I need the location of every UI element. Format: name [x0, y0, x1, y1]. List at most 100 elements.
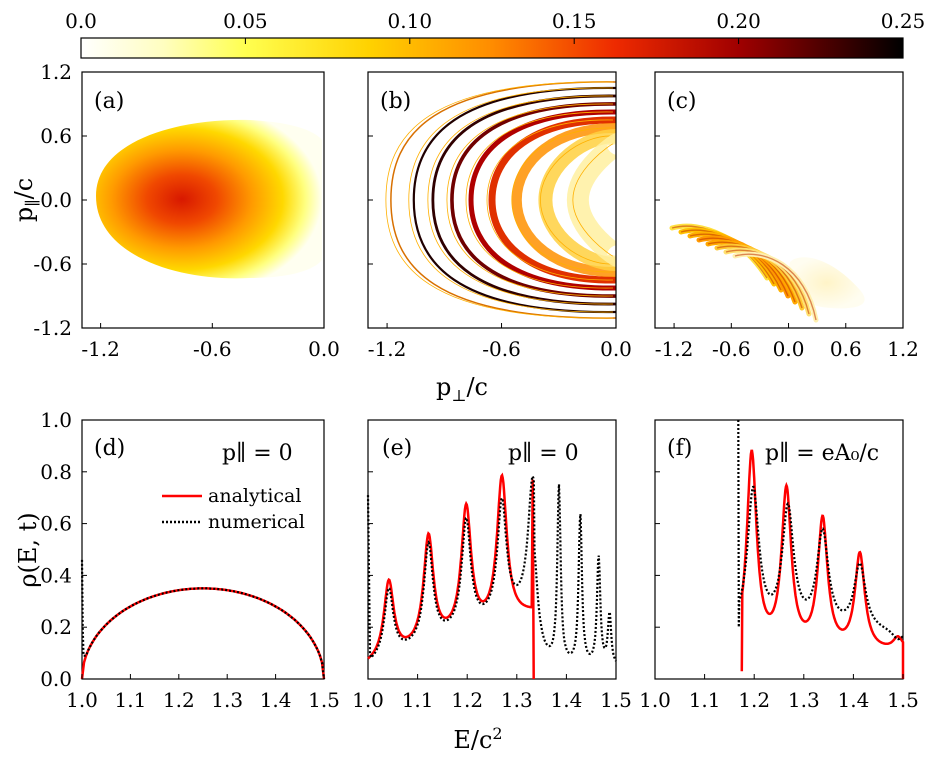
legend: analytical numerical [162, 485, 305, 533]
panel-f: (f) p∥ = eA₀/c [654, 419, 905, 680]
panel-label-f: (f) [667, 436, 692, 461]
panel-c: (c) [654, 71, 904, 329]
bottom-y-tick-label: 0.0 [40, 667, 72, 691]
top-y-tick-label: 0.0 [40, 188, 72, 212]
bottom-x-tick-label: 1.3 [501, 688, 533, 712]
stripe-core [734, 253, 817, 321]
fringe-arc-halo [408, 87, 614, 313]
top-xlabel-tail: /c [466, 373, 488, 401]
series-numerical [737, 419, 904, 641]
top-xlabel-sub: ⊥ [451, 386, 466, 405]
panel-e-frame [367, 419, 617, 680]
top-x-tick-label: 0.6 [830, 337, 862, 361]
svg-text:p∥/c: p∥/c [10, 178, 42, 222]
bottom-x-tick-label: 1.3 [788, 688, 820, 712]
colorbar: 0.0 0.05 0.10 0.15 0.20 0.25 [65, 9, 926, 59]
top-y-tick-label: 1.2 [40, 60, 72, 84]
fringe-arc [538, 129, 616, 271]
top-x-tick-label: 1.2 [887, 337, 919, 361]
panel-label-c: (c) [667, 89, 697, 114]
legend-analytical: analytical [208, 485, 301, 507]
panel-b: (b) [367, 71, 617, 329]
series-numerical [80, 559, 326, 680]
top-xlabel-main: p [436, 373, 451, 401]
panel-e: (e) p∥ = 0 [366, 419, 617, 680]
top-y-ticks: 1.2 0.6 0.0 -0.6 -1.2 [33, 60, 660, 340]
fringe-arc [450, 102, 616, 298]
fringe-arc [468, 109, 616, 291]
top-x-tick-label: 0.0 [308, 337, 340, 361]
bottom-x-tick-label: 1.3 [211, 688, 243, 712]
panel-label-e: (e) [382, 436, 412, 461]
colorbar-tick-label: 0.05 [223, 9, 268, 33]
fringe-arc [488, 116, 616, 284]
panel-d: (d) p∥ = 0 analytical numerical [80, 419, 326, 680]
bottom-x-tick-label: 1.1 [114, 688, 146, 712]
top-x-tick-label: -1.2 [368, 337, 407, 361]
top-x-tick-label: -0.6 [712, 337, 751, 361]
heatmap-blob-a [96, 119, 322, 279]
fringe-arc-halo [486, 119, 614, 281]
annot-f: p∥ = eA₀/c [765, 441, 879, 466]
bottom-x-tick-label: 1.5 [600, 688, 632, 712]
bottom-x-tick-label: 1.4 [837, 688, 869, 712]
fringe-arc [412, 86, 616, 314]
series-analytical [740, 449, 905, 679]
colorbar-tick-label: 0.0 [65, 9, 97, 33]
bottom-x-tick-label: 1.1 [689, 688, 721, 712]
bottom-x-ticks: 1.0 1.1 1.2 1.3 1.4 1.5 1.0 1.1 1.2 1.3 1.4 1.5 1.0 1… [66, 674, 919, 712]
fringe-arc [566, 133, 616, 267]
svg-text:E/c2: E/c2 [453, 724, 502, 754]
fringe-arc [390, 81, 616, 319]
top-x-axis-title: p⊥/c [436, 373, 488, 405]
bottom-x-tick-label: 1.0 [352, 688, 384, 712]
bottom-x-tick-label: 1.2 [163, 688, 195, 712]
panel-label-d: (d) [94, 436, 125, 461]
top-x-tick-label: -1.2 [655, 337, 694, 361]
bottom-y-tick-label: 0.8 [40, 460, 72, 484]
top-x-tick-label: 0.0 [773, 337, 805, 361]
bottom-x-tick-label: 1.4 [550, 688, 582, 712]
bottom-y-tick-label: 0.6 [40, 512, 72, 536]
bottom-x-axis-title: E/c2 [453, 724, 502, 754]
top-x-tick-label: -1.2 [81, 337, 120, 361]
top-y-tick-label: -1.2 [33, 316, 72, 340]
panel-label-a: (a) [94, 89, 124, 114]
bottom-x-tick-label: 1.0 [639, 688, 671, 712]
bottom-x-tick-label: 1.1 [402, 688, 434, 712]
svg-text:p⊥/c: p⊥/c [436, 373, 488, 405]
top-y-tick-label: 0.6 [40, 124, 72, 148]
panel-d-frame [81, 419, 325, 680]
bottom-x-tick-label: 1.4 [260, 688, 292, 712]
fringe-arc-halo [385, 81, 614, 319]
bottom-x-tick-label: 1.0 [66, 688, 98, 712]
top-ylabel-tail: /c [10, 178, 38, 200]
bottom-ylabel: ρ(E, t) [14, 512, 42, 587]
top-x-ticks: -1.2 -0.6 0.0 -1.2 -0.6 0.0 -1.2 -0.6 0.0 0.6 1.2 [81, 323, 919, 361]
fringe-arc-halo [446, 103, 614, 297]
colorbar-tick-label: 0.25 [881, 9, 926, 33]
series-analytical [367, 472, 535, 680]
top-y-axis-title: p∥/c [10, 178, 42, 222]
bottom-x-tick-label: 1.2 [451, 688, 483, 712]
fringe-arc [431, 94, 616, 306]
colorbar-tick-label: 0.10 [388, 9, 433, 33]
panel-a: (a) [81, 71, 325, 329]
colorbar-tick-label: 0.15 [552, 9, 597, 33]
bottom-xlabel-sup: 2 [492, 724, 502, 743]
bottom-x-tick-label: 1.5 [887, 688, 919, 712]
fringe-arc-halo [540, 135, 614, 265]
top-x-tick-label: -0.6 [193, 337, 232, 361]
fringe-arc-halo [572, 143, 614, 257]
top-ylabel-sub: ∥ [23, 199, 42, 206]
fringe-arc [511, 123, 616, 277]
top-ylabel-main: p [10, 207, 38, 222]
panel-label-b: (b) [380, 89, 411, 114]
bottom-x-tick-label: 1.5 [308, 688, 340, 712]
fringe-arc-halo [465, 111, 614, 289]
panel-f-frame [654, 419, 904, 680]
colorbar-tick-label: 0.20 [716, 9, 761, 33]
bottom-xlabel-main: E/c [453, 726, 492, 754]
annot-e: p∥ = 0 [508, 441, 579, 466]
